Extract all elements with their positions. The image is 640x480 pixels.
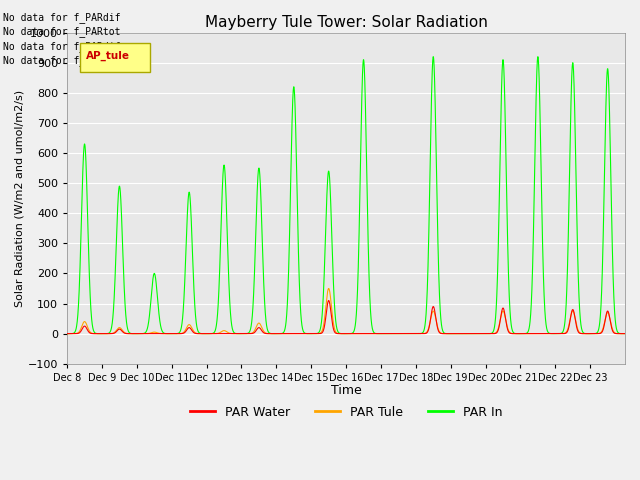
Y-axis label: Solar Radiation (W/m2 and umol/m2/s): Solar Radiation (W/m2 and umol/m2/s) xyxy=(15,90,25,307)
Text: AP_tule: AP_tule xyxy=(86,50,131,60)
Title: Mayberry Tule Tower: Solar Radiation: Mayberry Tule Tower: Solar Radiation xyxy=(205,15,488,30)
Text: No data for f_PARtot: No data for f_PARtot xyxy=(3,55,121,66)
X-axis label: Time: Time xyxy=(331,384,362,397)
Text: No data for f_PARtot: No data for f_PARtot xyxy=(3,26,121,37)
Text: No data for f_PARdif: No data for f_PARdif xyxy=(3,41,121,52)
Text: No data for f_PARdif: No data for f_PARdif xyxy=(3,12,121,23)
Legend: PAR Water, PAR Tule, PAR In: PAR Water, PAR Tule, PAR In xyxy=(185,401,508,424)
